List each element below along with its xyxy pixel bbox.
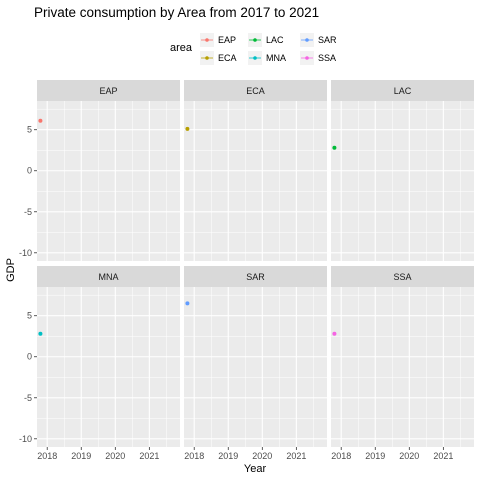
x-tick-label: 2020	[105, 451, 125, 461]
data-point-mna	[38, 332, 42, 336]
facet-strip-label: LAC	[394, 86, 412, 96]
y-tick-label: 0	[27, 352, 32, 362]
facet-strip-label: EAP	[99, 86, 117, 96]
plot-panel-bg	[184, 287, 327, 447]
facet-strip-label: ECA	[246, 86, 265, 96]
data-point-ssa	[332, 332, 336, 336]
x-tick-label: 2021	[286, 451, 306, 461]
y-tick-label: -5	[24, 207, 32, 217]
legend-key-point	[253, 56, 257, 60]
x-tick-label: 2018	[37, 451, 57, 461]
y-tick-label: 0	[27, 166, 32, 176]
y-axis-ticks: -10 -5 0 5 -10 -5 0 5	[19, 125, 37, 444]
facet-strip-label: SAR	[246, 272, 265, 282]
legend-label-eca: ECA	[218, 53, 237, 63]
x-axis-ticks: 2018 2019 2020 2021 2018 2019 2020 2021 2018 2019…	[37, 447, 453, 461]
legend-entry-lac: LAC	[248, 33, 284, 47]
chart-title: Private consumption by Area from 2017 to…	[34, 5, 319, 20]
x-tick-label: 2019	[365, 451, 385, 461]
plot-panel-bg	[331, 287, 474, 447]
y-tick-label: -5	[24, 393, 32, 403]
y-tick-label: -10	[19, 434, 32, 444]
data-point-eap	[38, 119, 42, 123]
legend-title: area	[170, 42, 193, 54]
legend-key-point	[305, 38, 309, 42]
legend-key-point	[253, 38, 257, 42]
legend-entry-mna: MNA	[248, 51, 286, 65]
y-axis-title: GDP	[5, 258, 17, 282]
plot-panel-bg	[184, 101, 327, 261]
legend-label-ssa: SSA	[318, 53, 336, 63]
facet-panel-ssa: SSA	[331, 266, 474, 447]
y-tick-label: -10	[19, 248, 32, 258]
facet-panels: EAP ECA LAC MNA SAR SSA	[37, 80, 474, 447]
y-tick-label: 5	[27, 311, 32, 321]
facet-strip-label: SSA	[393, 272, 411, 282]
legend-entry-ssa: SSA	[300, 51, 336, 65]
x-tick-label: 2021	[433, 451, 453, 461]
legend-entry-sar: SAR	[300, 33, 337, 47]
legend: area EAP ECA LAC MNA SAR SSA	[170, 33, 337, 65]
legend-label-sar: SAR	[318, 35, 337, 45]
facet-panel-lac: LAC	[331, 80, 474, 261]
legend-label-eap: EAP	[218, 35, 236, 45]
x-tick-label: 2020	[252, 451, 272, 461]
y-tick-label: 5	[27, 125, 32, 135]
x-tick-label: 2020	[399, 451, 419, 461]
plot-panel-bg	[331, 101, 474, 261]
x-tick-label: 2018	[331, 451, 351, 461]
x-tick-label: 2019	[71, 451, 91, 461]
plot-panel-bg	[37, 287, 180, 447]
x-tick-label: 2021	[139, 451, 159, 461]
facet-panel-eca: ECA	[184, 80, 327, 261]
facet-panel-mna: MNA	[37, 266, 180, 447]
facet-panel-eap: EAP	[37, 80, 180, 261]
facet-panel-sar: SAR	[184, 266, 327, 447]
legend-key-point	[205, 56, 209, 60]
plot-panel-bg	[37, 101, 180, 261]
x-tick-label: 2018	[184, 451, 204, 461]
data-point-eca	[185, 127, 189, 131]
legend-entry-eca: ECA	[200, 51, 237, 65]
legend-label-mna: MNA	[266, 53, 286, 63]
legend-entry-eap: EAP	[200, 33, 236, 47]
legend-key-point	[305, 56, 309, 60]
x-tick-label: 2019	[218, 451, 238, 461]
data-point-sar	[185, 301, 189, 305]
facet-strip-label: MNA	[99, 272, 119, 282]
x-axis-title: Year	[244, 463, 267, 475]
legend-label-lac: LAC	[266, 35, 284, 45]
data-point-lac	[332, 146, 336, 150]
legend-key-point	[205, 38, 209, 42]
